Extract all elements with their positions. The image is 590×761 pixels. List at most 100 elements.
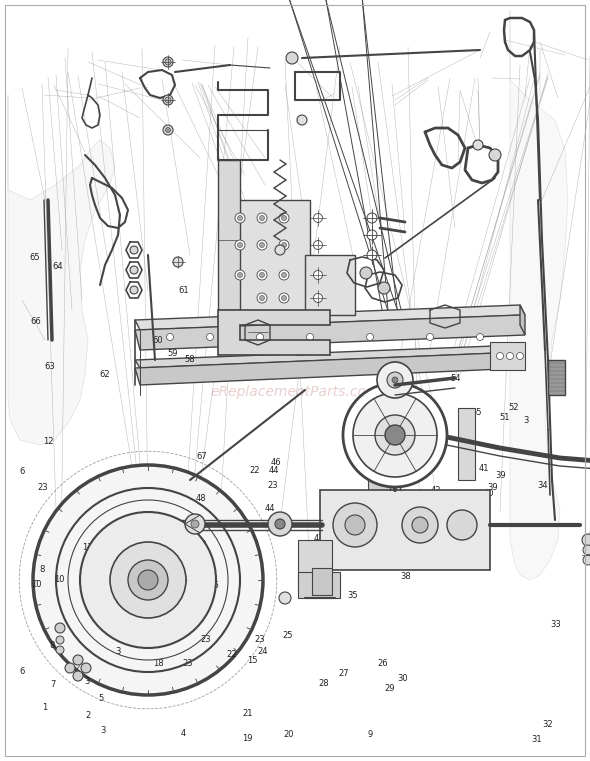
- Circle shape: [238, 272, 242, 278]
- Circle shape: [56, 646, 64, 654]
- Circle shape: [279, 592, 291, 604]
- Circle shape: [582, 534, 590, 546]
- Polygon shape: [312, 568, 332, 595]
- Circle shape: [163, 95, 173, 105]
- Circle shape: [281, 215, 287, 221]
- Circle shape: [33, 465, 263, 695]
- Circle shape: [367, 213, 377, 223]
- Text: 44: 44: [265, 504, 276, 513]
- Circle shape: [343, 383, 447, 487]
- Circle shape: [235, 240, 245, 250]
- Text: 42: 42: [430, 486, 441, 495]
- Text: 20: 20: [284, 730, 294, 739]
- Text: 2: 2: [86, 711, 91, 720]
- Circle shape: [306, 333, 313, 340]
- Circle shape: [55, 623, 65, 633]
- Text: 1: 1: [42, 703, 47, 712]
- Text: 16: 16: [143, 627, 154, 636]
- Circle shape: [130, 266, 138, 274]
- Circle shape: [173, 257, 183, 267]
- Circle shape: [377, 362, 413, 398]
- Text: 57: 57: [247, 347, 258, 356]
- Text: 56: 56: [296, 349, 306, 358]
- Polygon shape: [510, 10, 568, 580]
- Text: 14: 14: [143, 631, 154, 640]
- Circle shape: [497, 352, 503, 359]
- Text: 29: 29: [384, 684, 395, 693]
- Text: 3: 3: [115, 647, 121, 656]
- Text: 10: 10: [113, 597, 123, 606]
- Circle shape: [281, 243, 287, 247]
- Text: 64: 64: [53, 262, 63, 271]
- Text: 49: 49: [196, 540, 207, 549]
- Text: 7: 7: [50, 680, 56, 689]
- Text: 12: 12: [43, 437, 54, 446]
- Text: 43: 43: [328, 524, 339, 533]
- Circle shape: [313, 270, 323, 279]
- Polygon shape: [320, 490, 490, 570]
- Text: 9: 9: [138, 613, 143, 622]
- Text: 48: 48: [195, 494, 206, 503]
- Text: 3: 3: [523, 416, 529, 425]
- Polygon shape: [8, 95, 115, 445]
- Text: 59: 59: [167, 349, 178, 358]
- Text: 15: 15: [148, 641, 159, 650]
- Circle shape: [81, 663, 91, 673]
- Text: 12: 12: [141, 641, 152, 650]
- Circle shape: [163, 57, 173, 67]
- Circle shape: [257, 293, 267, 303]
- Circle shape: [73, 671, 83, 681]
- Text: 30: 30: [397, 674, 408, 683]
- Text: 6: 6: [19, 467, 25, 476]
- Circle shape: [80, 512, 216, 648]
- Circle shape: [366, 333, 373, 340]
- Circle shape: [281, 295, 287, 301]
- Circle shape: [516, 352, 523, 359]
- Text: 61: 61: [179, 286, 189, 295]
- Circle shape: [166, 128, 171, 132]
- Text: 31: 31: [532, 735, 542, 744]
- Circle shape: [279, 240, 289, 250]
- Text: 23: 23: [254, 635, 265, 644]
- Text: 44: 44: [269, 466, 280, 475]
- Text: 67: 67: [196, 452, 207, 461]
- Circle shape: [257, 213, 267, 223]
- Circle shape: [235, 270, 245, 280]
- Text: 54: 54: [450, 374, 461, 384]
- Text: 3: 3: [84, 677, 90, 686]
- Text: 19: 19: [242, 734, 253, 743]
- Circle shape: [333, 503, 377, 547]
- Text: 46: 46: [271, 458, 281, 467]
- Text: 10: 10: [54, 575, 64, 584]
- Text: 25: 25: [283, 631, 293, 640]
- Circle shape: [191, 520, 199, 528]
- Text: eReplacementParts.com: eReplacementParts.com: [210, 385, 380, 399]
- Text: 12: 12: [123, 597, 134, 606]
- Circle shape: [279, 293, 289, 303]
- Circle shape: [73, 655, 83, 665]
- Circle shape: [583, 555, 590, 565]
- Polygon shape: [520, 305, 525, 335]
- Polygon shape: [458, 408, 475, 480]
- Circle shape: [313, 240, 323, 250]
- Circle shape: [260, 243, 264, 247]
- Circle shape: [165, 59, 171, 65]
- Text: 53: 53: [513, 355, 523, 364]
- Circle shape: [506, 352, 513, 359]
- Text: 45: 45: [275, 519, 286, 528]
- Text: 50: 50: [421, 420, 431, 429]
- Text: 51: 51: [499, 412, 510, 422]
- Text: 39: 39: [495, 471, 506, 480]
- Text: 28: 28: [318, 679, 329, 688]
- Circle shape: [138, 570, 158, 590]
- Circle shape: [427, 333, 434, 340]
- Text: 68: 68: [377, 494, 388, 503]
- Polygon shape: [490, 342, 525, 370]
- Text: 39: 39: [487, 482, 498, 492]
- Circle shape: [235, 213, 245, 223]
- Text: 66: 66: [30, 317, 41, 326]
- Circle shape: [412, 517, 428, 533]
- Text: 62: 62: [100, 370, 110, 379]
- Text: 23: 23: [200, 635, 211, 644]
- Text: 27: 27: [338, 669, 349, 678]
